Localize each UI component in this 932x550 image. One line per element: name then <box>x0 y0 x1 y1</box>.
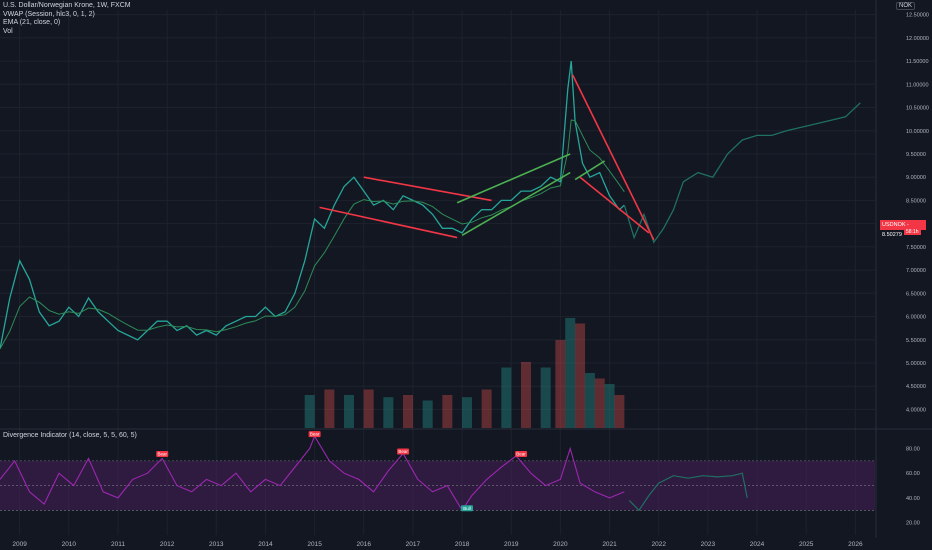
signal-bear-label: Bear <box>398 449 408 454</box>
volume-bar <box>481 389 492 428</box>
trendline-green <box>574 160 606 181</box>
trendline-red <box>579 176 650 234</box>
volume-bar <box>461 397 472 428</box>
ema-label: EMA (21, close, 0) <box>3 19 61 26</box>
last-price-tag: USDNOK - 8.50279 <box>880 220 926 238</box>
volume-bar <box>383 397 394 428</box>
volume-bar <box>422 400 433 428</box>
volume-bar <box>520 362 531 428</box>
trendline-green <box>461 171 571 236</box>
y-tick-label: 6.00000 <box>906 315 926 321</box>
oscillator-tick-label: 60.00 <box>906 471 920 477</box>
x-tick-label: 2011 <box>111 541 125 548</box>
volume-bar <box>594 378 605 428</box>
last-price-countdown: 58:1h <box>904 229 921 235</box>
x-tick-label: 2009 <box>12 541 27 548</box>
volume-bar <box>344 395 355 428</box>
y-tick-label: 7.00000 <box>906 268 926 274</box>
volume-bar <box>304 395 315 428</box>
chart-legend: U.S. Dollar/Norwegian Krone, 1W, FXCM VW… <box>3 2 131 36</box>
y-tick-label: 4.00000 <box>906 407 926 413</box>
y-tick-label: 12.00000 <box>906 36 929 42</box>
signal-bear-badge <box>156 450 169 457</box>
x-tick-label: 2012 <box>160 541 175 548</box>
x-tick-label: 2010 <box>62 541 77 548</box>
trendline-red <box>571 74 655 241</box>
volume-bar <box>363 389 374 428</box>
y-tick-label: 4.50000 <box>906 384 926 390</box>
y-tick-label: 12.50000 <box>906 13 929 19</box>
y-tick-label: 8.50000 <box>906 198 926 204</box>
oscillator-tick-label: 40.00 <box>906 496 920 502</box>
x-tick-label: 2015 <box>307 541 322 548</box>
oscillator-legend: Divergence Indicator (14, close, 5, 5, 6… <box>3 432 137 439</box>
volume-bar <box>442 395 453 428</box>
x-tick-label: 2026 <box>848 541 863 548</box>
currency-badge[interactable]: NOK <box>896 2 916 10</box>
x-tick-label: 2025 <box>799 541 814 548</box>
volume-bar <box>501 367 512 428</box>
volume-bar <box>614 395 625 428</box>
y-tick-label: 5.50000 <box>906 338 926 344</box>
price-line <box>0 61 625 350</box>
x-tick-label: 2020 <box>553 541 568 548</box>
signal-bull-label: Bull <box>463 506 471 511</box>
y-tick-label: 11.00000 <box>906 82 929 88</box>
vwap-label: VWAP (Session, hlc3, 0, 1, 2) <box>3 10 95 18</box>
y-tick-label: 6.50000 <box>906 291 926 297</box>
x-tick-label: 2024 <box>750 541 765 548</box>
y-tick-label: 10.00000 <box>906 129 929 135</box>
signal-bear-label: Bear <box>516 451 526 456</box>
oscillator-tick-label: 80.00 <box>906 447 920 453</box>
volume-bar <box>604 384 615 428</box>
x-tick-label: 2013 <box>209 541 224 548</box>
x-tick-label: 2019 <box>504 541 519 548</box>
signal-bear-badge <box>308 431 321 438</box>
volume-bar <box>565 318 576 428</box>
x-tick-label: 2023 <box>701 541 716 548</box>
volume-label: Vol <box>3 27 13 35</box>
signal-bear-label: Bear <box>157 451 167 456</box>
y-tick-label: 7.50000 <box>906 245 926 251</box>
x-tick-label: 2017 <box>406 541 421 548</box>
y-tick-label: 9.50000 <box>906 152 926 158</box>
trendline-green <box>456 153 571 204</box>
volume-bar <box>555 340 566 428</box>
x-tick-label: 2018 <box>455 541 470 548</box>
y-tick-label: 5.00000 <box>906 361 926 367</box>
signal-bear-badge <box>397 448 410 455</box>
x-tick-label: 2022 <box>651 541 666 548</box>
symbol-title: U.S. Dollar/Norwegian Krone, 1W, FXCM <box>3 2 131 9</box>
y-tick-label: 11.50000 <box>906 59 929 65</box>
volume-bar <box>575 323 586 428</box>
y-tick-label: 10.50000 <box>906 106 929 112</box>
volume-bar <box>540 367 551 428</box>
signal-bull-badge <box>460 505 473 512</box>
x-tick-label: 2021 <box>602 541 617 548</box>
volume-bar <box>324 389 335 428</box>
oscillator-tick-label: 20.00 <box>906 521 920 527</box>
oscillator-projection <box>628 472 748 512</box>
x-tick-label: 2016 <box>357 541 372 548</box>
y-tick-label: 9.00000 <box>906 175 926 181</box>
volume-bar <box>584 373 595 428</box>
signal-bear-label: Bear <box>310 432 320 437</box>
trendline-red <box>319 206 458 239</box>
volume-bar <box>403 395 414 428</box>
ema-line <box>0 119 625 350</box>
signal-bear-badge <box>515 450 528 457</box>
x-tick-label: 2014 <box>258 541 273 548</box>
